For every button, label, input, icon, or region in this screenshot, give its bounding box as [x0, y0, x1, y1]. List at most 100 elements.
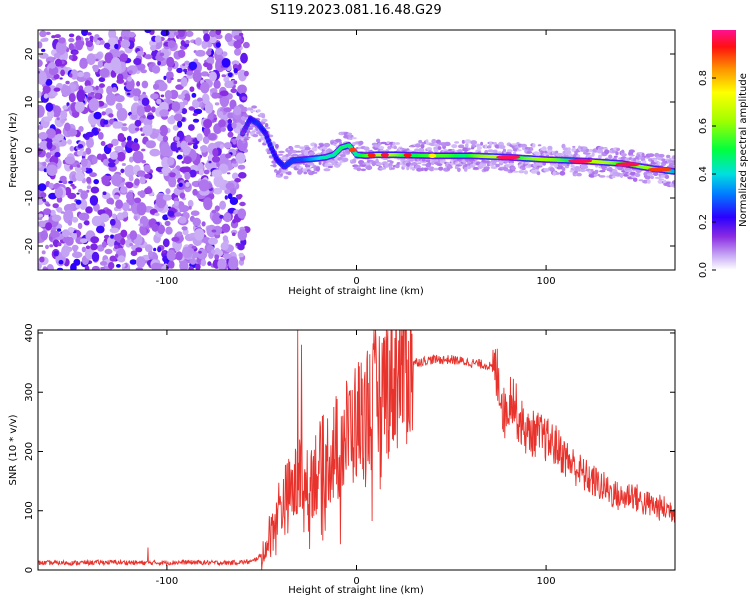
noise-speck: [176, 67, 183, 74]
noise-speck: [45, 31, 51, 35]
noise-speck: [116, 151, 126, 162]
noise-speck: [181, 108, 188, 115]
spectrogram-y-label: Frequency (Hz): [8, 112, 19, 188]
noise-speck: [133, 138, 139, 144]
noise-speck: [38, 104, 45, 118]
noise-speck: [186, 70, 194, 76]
noise-speck: [238, 172, 247, 179]
noise-speck: [111, 138, 119, 146]
noise-speck: [149, 148, 161, 157]
noise-speck: [65, 209, 74, 219]
noise-speck: [119, 53, 128, 62]
noise-speck: [188, 169, 197, 178]
ridge-halo: [431, 138, 437, 144]
noise-speck: [221, 74, 227, 78]
noise-speck: [101, 241, 107, 248]
noise-speck: [224, 80, 234, 89]
ridge-halo: [654, 176, 662, 179]
noise-speck: [114, 95, 125, 102]
ridge-halo: [511, 143, 518, 146]
ridge-halo: [347, 132, 353, 136]
noise-speck: [208, 237, 218, 245]
ridge-halo: [250, 109, 256, 112]
noise-speck: [101, 175, 110, 186]
noise-speck: [95, 52, 103, 61]
noise-speck: [86, 138, 94, 149]
ridge-halo: [604, 149, 610, 155]
noise-speck: [109, 218, 116, 226]
ridge-halo: [248, 127, 253, 130]
noise-speck: [160, 94, 165, 98]
ridge-halo: [534, 151, 541, 156]
y-tick-label: -20: [24, 238, 35, 254]
colorbar-ticks: 0.0 0.2 0.4 0.6 0.8: [698, 70, 716, 278]
ridge-halo: [555, 150, 559, 154]
ridge-halo: [457, 149, 463, 153]
noise-speck: [227, 118, 233, 125]
noise-speck: [90, 243, 98, 251]
ridge-halo: [274, 143, 279, 149]
x-tick-label: 100: [537, 276, 556, 287]
noise-speck: [177, 78, 181, 83]
ridge-halo: [490, 160, 498, 163]
noise-speck: [102, 191, 107, 195]
noise-speck: [223, 142, 232, 149]
ridge-halo: [537, 144, 542, 147]
noise-speck: [114, 145, 124, 152]
noise-speck: [171, 236, 180, 242]
noise-speck: [222, 235, 229, 242]
noise-speck: [191, 245, 197, 250]
noise-speck: [45, 78, 53, 86]
noise-speck: [108, 262, 115, 270]
noise-speck: [132, 150, 144, 164]
noise-speck: [134, 197, 142, 204]
noise-speck: [54, 186, 64, 199]
noise-speck: [53, 87, 61, 92]
ridge-halo: [418, 147, 425, 153]
noise-speck: [181, 226, 188, 231]
noise-speck: [198, 179, 210, 192]
noise-speck: [172, 124, 179, 131]
noise-speck: [133, 95, 139, 102]
noise-speck: [39, 256, 45, 263]
ridge-halo: [408, 159, 415, 162]
ridge-halo: [414, 143, 421, 148]
noise-speck: [81, 30, 89, 36]
noise-speck: [108, 162, 116, 168]
noise-speck: [141, 80, 149, 89]
noise-speck: [203, 169, 210, 175]
noise-speck: [223, 212, 232, 223]
ridge-core: [272, 153, 277, 157]
noise-speck: [130, 250, 138, 257]
noise-speck: [164, 90, 172, 100]
noise-speck: [120, 186, 128, 194]
noise-speck: [225, 153, 232, 159]
ridge-halo: [251, 105, 257, 109]
ridge-halo: [462, 147, 470, 152]
noise-speck: [237, 208, 247, 219]
noise-speck: [90, 91, 95, 95]
noise-speck: [186, 74, 194, 79]
noise-speck: [202, 135, 210, 145]
ridge-halo: [599, 170, 606, 173]
noise-speck: [76, 164, 81, 168]
noise-speck: [91, 251, 100, 262]
noise-speck: [177, 147, 181, 151]
noise-speck: [193, 108, 203, 115]
noise-speck: [51, 214, 62, 222]
y-tick-label: 200: [24, 442, 35, 461]
ridge-halo: [395, 163, 400, 169]
noise-speck: [144, 105, 152, 113]
noise-speck: [161, 167, 172, 174]
noise-speck: [157, 60, 162, 66]
noise-speck: [77, 71, 84, 78]
noise-speck: [56, 267, 64, 270]
ridge-halo: [341, 157, 349, 163]
ridge-halo: [283, 175, 289, 180]
ridge-halo: [365, 165, 373, 171]
noise-speck: [124, 164, 135, 178]
ridge-halo: [277, 153, 284, 156]
noise-speck: [237, 243, 245, 251]
noise-speck: [159, 52, 165, 57]
